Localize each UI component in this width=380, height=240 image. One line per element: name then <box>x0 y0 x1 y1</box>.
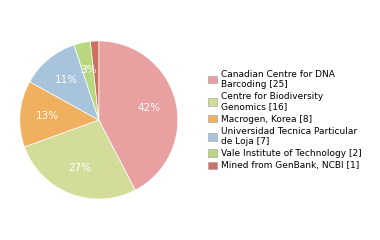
Wedge shape <box>74 42 99 120</box>
Wedge shape <box>99 41 178 190</box>
Legend: Canadian Centre for DNA
Barcoding [25], Centre for Biodiversity
Genomics [16], M: Canadian Centre for DNA Barcoding [25], … <box>206 68 364 172</box>
Text: 42%: 42% <box>137 103 160 113</box>
Wedge shape <box>90 41 99 120</box>
Wedge shape <box>20 82 99 147</box>
Wedge shape <box>24 120 135 199</box>
Text: 11%: 11% <box>54 75 78 85</box>
Text: 13%: 13% <box>36 111 59 121</box>
Wedge shape <box>30 45 99 120</box>
Text: 27%: 27% <box>68 163 92 173</box>
Text: 3%: 3% <box>80 65 96 75</box>
